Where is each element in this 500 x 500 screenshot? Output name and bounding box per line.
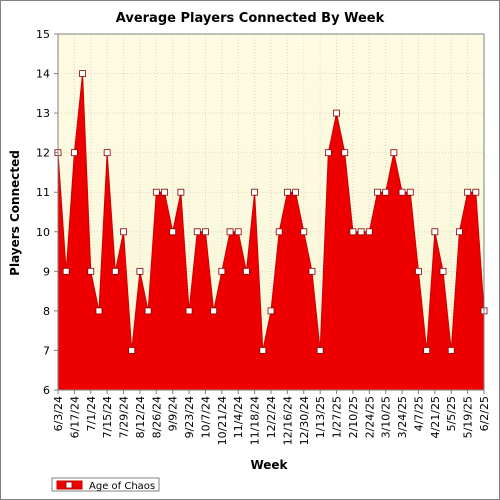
x-tick-label: 1/27/25	[331, 396, 344, 438]
x-tick-label: 9/9/24	[167, 396, 180, 431]
x-tick-label: 9/23/24	[183, 396, 196, 438]
data-point	[95, 307, 103, 315]
x-tick-label: 8/26/24	[150, 396, 163, 438]
data-point	[324, 149, 332, 157]
x-tick-label: 2/24/25	[363, 396, 376, 438]
x-tick-label: 2/10/25	[347, 396, 360, 438]
data-point	[243, 267, 250, 275]
chart-title: Average Players Connected By Week	[116, 11, 385, 26]
x-tick-label: 4/21/25	[429, 396, 442, 438]
data-point	[169, 228, 177, 236]
x-tick-label: 7/15/24	[101, 396, 114, 438]
x-tick-label: 8/12/24	[134, 396, 147, 438]
data-point	[365, 228, 373, 236]
x-tick-label: 5/5/25	[445, 396, 458, 431]
x-tick-label: 12/2/24	[265, 396, 278, 438]
y-tick-label: 8	[43, 305, 50, 318]
y-tick-label: 12	[36, 147, 50, 160]
x-axis-title: Week	[250, 458, 288, 472]
data-point	[275, 228, 283, 236]
data-point	[374, 188, 381, 196]
legend: Age of Chaos	[51, 477, 160, 492]
y-tick-label: 10	[36, 226, 50, 239]
series-area	[58, 73, 484, 390]
legend-marker	[65, 481, 73, 489]
data-point	[136, 267, 144, 275]
x-tick-label: 6/3/24	[52, 396, 65, 431]
data-point	[341, 149, 349, 157]
y-tick-label: 6	[43, 384, 50, 397]
data-point	[152, 188, 160, 196]
data-point	[226, 228, 234, 236]
x-tick-label: 6/17/24	[68, 396, 81, 438]
data-point	[300, 228, 308, 236]
data-point	[456, 228, 463, 236]
data-point	[177, 188, 185, 196]
x-tick-label: 10/7/24	[199, 396, 212, 438]
x-tick-label: 5/19/25	[462, 396, 475, 438]
data-point	[193, 228, 201, 236]
data-point	[185, 307, 193, 315]
data-point	[87, 267, 95, 275]
x-tick-label: 11/18/24	[249, 396, 262, 445]
data-point	[234, 228, 242, 236]
y-axis-title: Players Connected	[8, 150, 22, 276]
data-point	[103, 149, 111, 157]
y-tick-label: 7	[43, 344, 50, 357]
x-tick-label: 7/29/24	[118, 396, 131, 438]
x-tick-label: 12/16/24	[281, 396, 294, 445]
data-point	[406, 188, 414, 196]
data-point	[62, 267, 70, 275]
data-point	[283, 188, 291, 196]
data-point	[423, 347, 431, 354]
x-tick-label: 3/10/25	[380, 396, 393, 438]
data-point	[111, 267, 119, 275]
data-point	[202, 228, 209, 236]
x-tick-label: 6/2/25	[478, 396, 491, 431]
data-point	[79, 70, 86, 77]
data-point	[357, 228, 365, 236]
data-point	[390, 149, 398, 157]
data-point	[120, 228, 127, 236]
x-tick-label: 1/13/25	[314, 396, 327, 438]
data-point	[210, 307, 218, 315]
data-point	[70, 149, 78, 157]
y-tick-label: 9	[43, 265, 50, 278]
x-tick-label: 7/1/24	[85, 396, 98, 431]
data-point	[308, 267, 316, 275]
data-point	[128, 347, 136, 354]
data-point	[267, 307, 275, 315]
legend-label: Age of Chaos	[89, 481, 155, 492]
data-point	[431, 228, 439, 236]
data-point	[144, 307, 152, 315]
data-point	[439, 267, 447, 275]
y-tick-label: 14	[36, 68, 50, 81]
data-point	[349, 228, 357, 236]
data-point	[382, 188, 390, 196]
data-point	[447, 347, 455, 354]
y-tick-label: 11	[36, 186, 50, 199]
data-point	[292, 188, 299, 196]
x-tick-label: 4/7/25	[412, 396, 425, 431]
x-tick-label: 3/24/25	[396, 396, 409, 438]
x-tick-label: 12/30/24	[298, 396, 311, 445]
data-point	[472, 188, 480, 196]
y-tick-label: 15	[36, 28, 50, 41]
x-tick-label: 11/4/24	[232, 396, 245, 438]
data-point	[464, 188, 472, 196]
data-point	[161, 188, 168, 196]
data-point	[398, 188, 406, 196]
data-point	[415, 267, 422, 275]
data-point	[259, 347, 267, 354]
data-point	[316, 347, 324, 354]
data-point	[333, 109, 340, 117]
x-tick-label: 10/21/24	[216, 396, 229, 445]
data-point	[218, 267, 226, 275]
y-tick-label: 13	[36, 107, 50, 120]
data-point	[251, 188, 259, 196]
